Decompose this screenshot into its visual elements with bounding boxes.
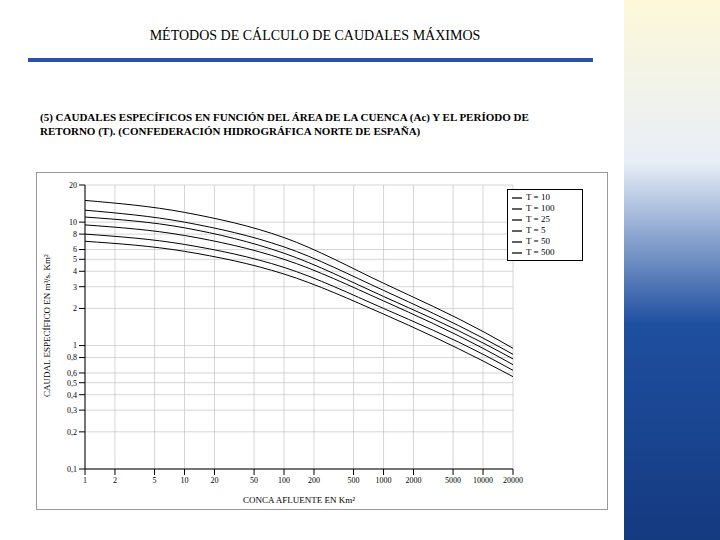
svg-text:1: 1 — [73, 341, 77, 350]
html-text:T = 50: T = 50 — [526, 236, 550, 246]
svg-text:2: 2 — [113, 476, 117, 485]
svg-text:5: 5 — [153, 476, 157, 485]
html-text:MÉTODOS DE CÁLCULO DE CAUDALES: MÉTODOS DE CÁLCULO DE CAUDALES MÁXIMOS — [149, 28, 481, 43]
svg-text:3: 3 — [73, 283, 77, 292]
svg-text:500: 500 — [348, 476, 360, 485]
html-text:T = 10: T = 10 — [526, 192, 550, 202]
svg-text:20000: 20000 — [503, 476, 523, 485]
html-text:T = 100: T = 100 — [526, 203, 555, 213]
html-text:T = 5: T = 5 — [526, 225, 546, 235]
svg-text:20: 20 — [210, 476, 218, 485]
svg-text:1: 1 — [83, 476, 87, 485]
svg-text:2: 2 — [73, 304, 77, 313]
svg-text:5: 5 — [73, 255, 77, 264]
svg-text:10: 10 — [69, 218, 77, 227]
svg-text:0,2: 0,2 — [67, 428, 77, 437]
svg-text:CONCA AFLUENTE EN Km²: CONCA AFLUENTE EN Km² — [243, 495, 355, 505]
svg-text:100: 100 — [278, 476, 290, 485]
html-text:T = 500: T = 500 — [526, 247, 555, 257]
svg-text:2000: 2000 — [405, 476, 421, 485]
svg-text:0,8: 0,8 — [67, 353, 77, 362]
svg-text:0,4: 0,4 — [67, 391, 77, 400]
svg-text:50: 50 — [250, 476, 258, 485]
svg-text:6: 6 — [73, 245, 77, 254]
html-text:(5) CAUDALES ESPECÍFICOS EN FU: (5) CAUDALES ESPECÍFICOS EN FUNCIÓN DEL … — [40, 111, 529, 137]
svg-text:20: 20 — [69, 181, 77, 190]
html-text:T = 25: T = 25 — [526, 214, 550, 224]
svg-text:8: 8 — [73, 230, 77, 239]
svg-text:0,5: 0,5 — [67, 379, 77, 388]
svg-text:5000: 5000 — [445, 476, 461, 485]
svg-text:200: 200 — [308, 476, 320, 485]
svg-text:CAUDAL ESPECÍFICO EN m³/s. Km²: CAUDAL ESPECÍFICO EN m³/s. Km² — [42, 254, 52, 397]
svg-text:0,6: 0,6 — [67, 369, 77, 378]
svg-text:4: 4 — [73, 267, 77, 276]
svg-text:1000: 1000 — [376, 476, 392, 485]
svg-text:0,3: 0,3 — [67, 406, 77, 415]
svg-text:10: 10 — [181, 476, 189, 485]
svg-text:0,1: 0,1 — [67, 465, 77, 474]
svg-text:10000: 10000 — [473, 476, 493, 485]
